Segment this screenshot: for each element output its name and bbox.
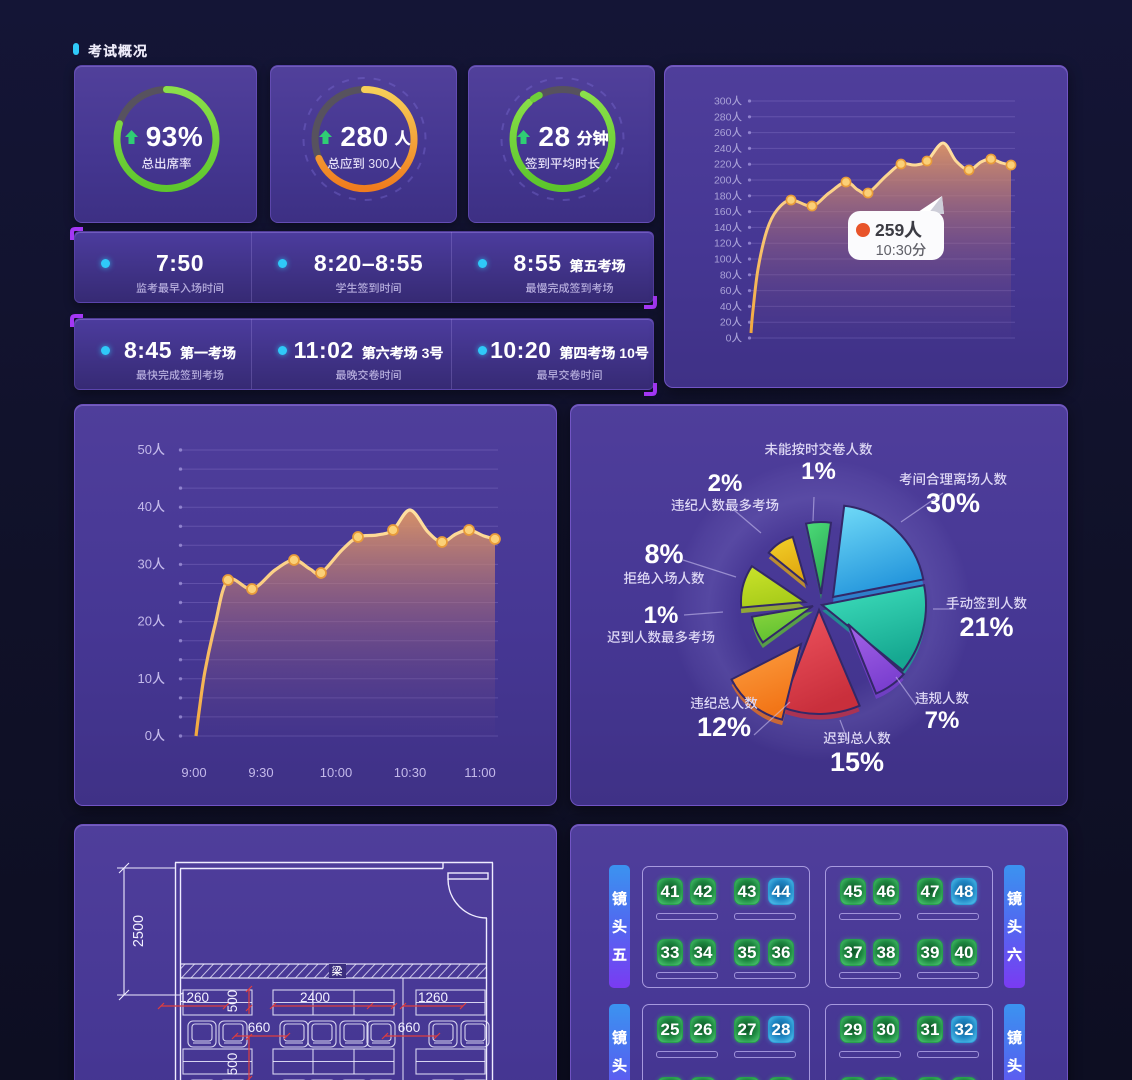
svg-text:40人: 40人 xyxy=(720,301,743,313)
svg-text:160人: 160人 xyxy=(714,206,743,218)
svg-text:180人: 180人 xyxy=(714,190,743,202)
svg-text:500: 500 xyxy=(225,1053,240,1076)
svg-text:300人: 300人 xyxy=(714,96,743,108)
svg-text:220人: 220人 xyxy=(714,159,743,171)
svg-text:140人: 140人 xyxy=(714,222,743,234)
svg-text:120人: 120人 xyxy=(714,238,743,250)
svg-text:20人: 20人 xyxy=(138,614,165,629)
svg-text:1260: 1260 xyxy=(418,990,448,1005)
svg-text:260人: 260人 xyxy=(714,127,743,139)
svg-text:10人: 10人 xyxy=(138,671,165,686)
svg-text:11:00: 11:00 xyxy=(464,765,496,780)
svg-text:10:30分: 10:30分 xyxy=(876,242,927,259)
svg-text:259人: 259人 xyxy=(875,220,922,240)
svg-text:660: 660 xyxy=(248,1020,271,1035)
svg-text:9:00: 9:00 xyxy=(181,765,206,780)
svg-text:660: 660 xyxy=(398,1020,421,1035)
svg-text:10:30: 10:30 xyxy=(394,765,427,780)
svg-text:10:00: 10:00 xyxy=(320,765,353,780)
svg-text:1260: 1260 xyxy=(179,990,209,1005)
svg-text:0人: 0人 xyxy=(145,728,165,743)
svg-text:100人: 100人 xyxy=(714,254,743,266)
svg-text:280人: 280人 xyxy=(714,111,743,123)
svg-text:梁: 梁 xyxy=(332,965,343,978)
svg-text:9:30: 9:30 xyxy=(248,765,273,780)
svg-text:30人: 30人 xyxy=(138,556,165,571)
svg-text:40人: 40人 xyxy=(138,499,165,514)
svg-text:500: 500 xyxy=(225,990,240,1013)
svg-text:240人: 240人 xyxy=(714,143,743,155)
svg-text:20人: 20人 xyxy=(720,317,743,329)
svg-text:200人: 200人 xyxy=(714,175,743,187)
svg-text:0人: 0人 xyxy=(726,333,743,345)
svg-text:60人: 60人 xyxy=(720,285,743,297)
svg-text:50人: 50人 xyxy=(138,442,165,457)
svg-text:80人: 80人 xyxy=(720,269,743,281)
svg-text:2400: 2400 xyxy=(300,990,330,1005)
svg-text:2500: 2500 xyxy=(131,915,147,947)
